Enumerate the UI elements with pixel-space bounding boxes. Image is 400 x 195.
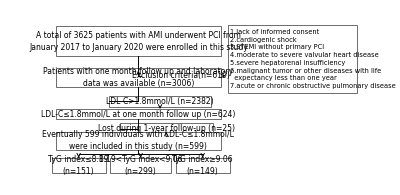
Text: 1.lack of informed consent
2.cardiogenic shock
3.STEMI without primary PCI
4.mod: 1.lack of informed consent 2.cardiogenic… <box>230 29 396 89</box>
Text: TyG index≥9.06
(n=149): TyG index≥9.06 (n=149) <box>172 155 233 176</box>
Text: Lost during 1-year follow-up (n=25): Lost during 1-year follow-up (n=25) <box>98 124 235 133</box>
FancyBboxPatch shape <box>228 25 357 93</box>
FancyBboxPatch shape <box>56 131 220 150</box>
Text: Patients with one month follow up and laboratory
data was available (n=3006): Patients with one month follow up and la… <box>43 67 234 88</box>
FancyBboxPatch shape <box>52 158 106 173</box>
Text: LDL-C≤1.8mmol/L at one month follow up (n=624): LDL-C≤1.8mmol/L at one month follow up (… <box>41 110 236 119</box>
Text: TyG index≤8.19
(n=151): TyG index≤8.19 (n=151) <box>48 155 109 176</box>
FancyBboxPatch shape <box>109 96 211 107</box>
Text: Exclusion criteria(n=619): Exclusion criteria(n=619) <box>132 71 230 81</box>
FancyBboxPatch shape <box>56 26 220 56</box>
FancyBboxPatch shape <box>110 158 171 173</box>
FancyBboxPatch shape <box>56 68 220 87</box>
FancyBboxPatch shape <box>142 71 220 81</box>
FancyBboxPatch shape <box>56 109 220 120</box>
FancyBboxPatch shape <box>176 158 230 173</box>
Text: LDL-C>1.8mmol/L (n=2382): LDL-C>1.8mmol/L (n=2382) <box>106 97 214 106</box>
Text: Eventually 599 individuals with LDL-C≤1.8mmol/L
were included in this study (n=5: Eventually 599 individuals with LDL-C≤1.… <box>42 130 234 151</box>
Text: A total of 3625 patients with AMI underwent PCI from
January 2017 to January 202: A total of 3625 patients with AMI underw… <box>29 31 248 52</box>
FancyBboxPatch shape <box>120 123 213 134</box>
Text: 8.19<TyG index<9.06
(n=299): 8.19<TyG index<9.06 (n=299) <box>99 155 182 176</box>
